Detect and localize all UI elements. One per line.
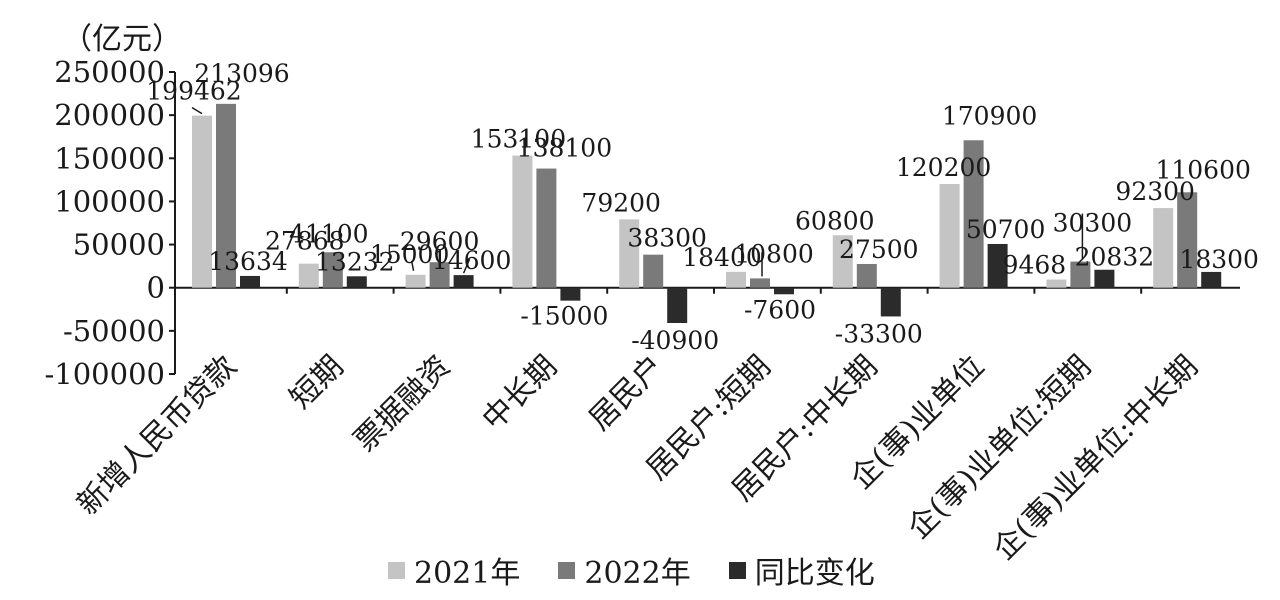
y-axis-unit-label: （亿元） — [62, 22, 182, 57]
bar-3-10 — [1201, 271, 1222, 288]
data-label-1-9: 9468 — [1003, 251, 1067, 280]
bar-3-3 — [453, 275, 474, 288]
legend-label-2021: 2021年 — [414, 556, 521, 591]
data-label-1-2: 27868 — [265, 227, 345, 256]
bar-2-9 — [1070, 261, 1091, 288]
bar-1-1 — [192, 115, 212, 288]
bar-3-6 — [774, 287, 794, 295]
bar-3-5 — [667, 287, 688, 324]
data-label-3-8: 50700 — [966, 215, 1046, 244]
data-label-3-6: -7600 — [744, 295, 816, 324]
legend-item-2022: 2022年 — [558, 548, 691, 592]
data-label-3-2: 13232 — [315, 247, 395, 276]
bar-2-6 — [750, 278, 770, 288]
bar-2-7 — [856, 263, 877, 288]
bar-2-1 — [216, 103, 236, 288]
data-label-2-8: 170900 — [942, 101, 1037, 130]
x-tick-label-5: 居民户 — [582, 349, 670, 437]
data-label-2-6: 10800 — [734, 239, 814, 268]
data-label-3-5: -40900 — [631, 326, 719, 355]
bar-3-9 — [1094, 269, 1115, 288]
data-label-3-1: 13634 — [208, 247, 288, 276]
data-label-2-2: 41100 — [289, 219, 369, 248]
data-label-3-4: -15000 — [520, 302, 608, 331]
bar-1-10 — [1153, 208, 1174, 288]
bar-1-6 — [726, 271, 746, 288]
data-label-2-5: 38300 — [627, 224, 707, 253]
data-label-2-9: 30300 — [1053, 209, 1133, 238]
data-label-1-5: 79200 — [581, 188, 661, 217]
y-tick-label: 100000 — [54, 184, 165, 218]
data-label-2-4: 138100 — [517, 134, 612, 163]
data-label-1-10: 92300 — [1115, 177, 1195, 206]
y-tick-label: 200000 — [54, 98, 165, 132]
y-tick-label: 0 — [147, 271, 165, 305]
legend-swatch-yoy-change — [728, 561, 746, 579]
leader-line-2 — [410, 260, 415, 271]
data-label-1-6: 18400 — [682, 243, 762, 272]
legend-label-2022: 2022年 — [584, 556, 691, 591]
data-label-3-3: 14600 — [432, 246, 512, 275]
data-label-2-10: 110600 — [1155, 155, 1250, 184]
y-tick-label: 150000 — [54, 141, 165, 175]
y-tick-label: 250000 — [54, 55, 165, 89]
bar-1-8 — [939, 183, 960, 288]
bar-3-8 — [987, 243, 1008, 288]
x-tick-label-9: 企(事)业单位:短期 — [901, 349, 1098, 546]
bar-1-2 — [298, 263, 319, 288]
y-tick-label: -100000 — [44, 357, 165, 391]
leader-line-3 — [462, 258, 471, 274]
data-label-1-8: 120200 — [896, 153, 991, 182]
bar-2-10 — [1177, 192, 1198, 288]
data-labels: 199462 27868 15000 153100 79200 18400 60800 120… — [146, 59, 1259, 355]
axes: 250000 200000 150000 100000 50000 0 -50000 -100… — [44, 55, 1240, 391]
bar-2-5 — [643, 254, 664, 288]
bar-2-8 — [963, 140, 984, 288]
bar-1-7 — [832, 235, 853, 288]
y-tick-label: 50000 — [73, 228, 165, 262]
data-label-1-1: 199462 — [146, 77, 241, 106]
legend-item-2021: 2021年 — [388, 548, 520, 592]
y-tick-label: -50000 — [63, 314, 165, 348]
bar-1-4 — [512, 155, 533, 288]
data-label-1-3: 15000 — [370, 240, 450, 269]
legend: 2021年 2022年 同比变化 — [388, 548, 913, 592]
bar-3-4 — [560, 287, 581, 301]
bar-2-3 — [429, 262, 450, 288]
legend-swatch-2021 — [388, 561, 405, 579]
legend-item-yoy-change: 同比变化 — [728, 548, 875, 592]
bar-3-7 — [880, 287, 901, 317]
bars — [192, 103, 1222, 324]
bar-3-1 — [240, 275, 260, 288]
data-label-2-7: 27500 — [839, 235, 919, 264]
bar-1-3 — [405, 274, 426, 288]
data-label-3-10: 18300 — [1179, 245, 1259, 274]
x-tick-label-3: 票据融资 — [348, 349, 458, 459]
x-tick-label-10: 企(事)业单位:中长期 — [987, 349, 1205, 567]
x-tick-label-4: 中长期 — [476, 349, 564, 437]
data-label-3-9: 20832 — [1075, 243, 1155, 272]
legend-swatch-2022 — [558, 561, 576, 579]
data-label-1-7: 60800 — [795, 206, 875, 235]
data-label-2-3: 29600 — [400, 227, 480, 256]
x-tick-label-2: 短期 — [283, 349, 350, 416]
data-label-1-4: 153100 — [471, 125, 566, 154]
leader-line-1 — [191, 106, 203, 115]
bar-1-9 — [1046, 279, 1067, 288]
data-label-2-1: 213096 — [194, 59, 289, 88]
legend-label-yoy-change: 同比变化 — [754, 556, 875, 591]
bar-2-2 — [322, 252, 343, 288]
bar-2-4 — [536, 168, 557, 288]
bar-1-5 — [619, 219, 640, 288]
data-label-3-7: -33300 — [835, 319, 923, 348]
bar-3-2 — [346, 276, 367, 288]
